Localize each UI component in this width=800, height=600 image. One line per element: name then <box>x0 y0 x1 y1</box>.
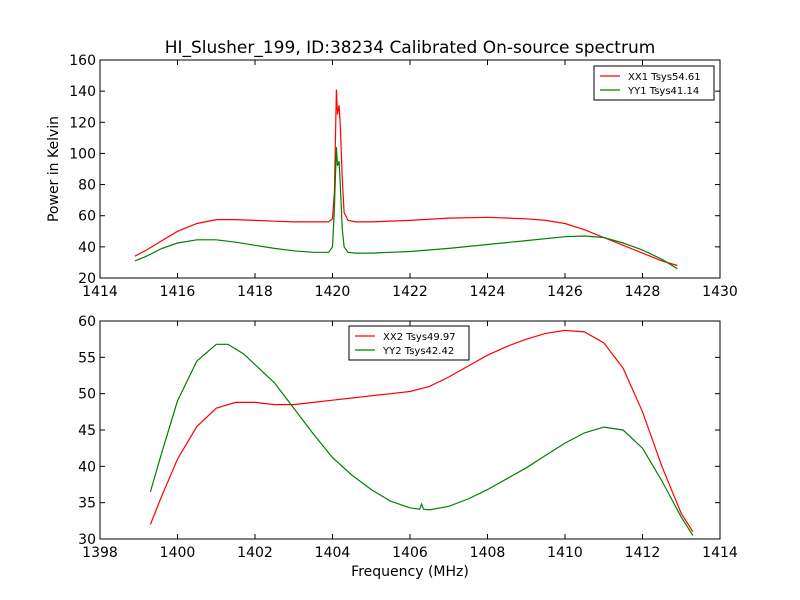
y-tick-label: 50 <box>78 387 96 403</box>
plot-area <box>134 89 678 270</box>
legend-entry: XX2 Tsys49.97 <box>383 332 456 343</box>
y-tick-label: 45 <box>78 423 96 439</box>
x-tick-label: 1402 <box>237 545 273 561</box>
x-tick-label: 1424 <box>470 284 506 300</box>
top-chart: 1414 1416 1418 1420 1422 1424 1426 1428 1430 20 40… <box>46 53 738 300</box>
series-line-xx2 <box>149 329 694 533</box>
x-tick-label: 1398 <box>82 545 118 561</box>
legend-box <box>593 65 715 101</box>
y-tick-label: 55 <box>78 350 96 366</box>
y-tick-label: 30 <box>78 532 96 548</box>
x-tick-label: 1408 <box>470 545 506 561</box>
y-tick-label: 40 <box>78 459 96 475</box>
figure-title: HI_Slusher_199, ID:38234 Calibrated On-s… <box>165 38 656 58</box>
y-tick-label: 80 <box>78 178 96 194</box>
bottom-chart: 1398 1400 1402 1404 1406 1408 1410 1412 1414 30 35… <box>78 314 738 580</box>
x-tick-label: 1406 <box>392 545 428 561</box>
y-tick-label: 100 <box>69 146 96 162</box>
legend: XX2 Tsys49.97 YY2 Tsys42.42 <box>348 325 470 361</box>
y-tick-label: 40 <box>78 240 96 256</box>
legend-entry: XX1 Tsys54.61 <box>628 72 701 83</box>
x-tick-label: 1410 <box>547 545 583 561</box>
x-tick-label: 1414 <box>702 545 738 561</box>
legend: XX1 Tsys54.61 YY1 Tsys41.14 <box>593 65 715 101</box>
y-tick-label: 35 <box>78 496 96 512</box>
x-tick-label: 1400 <box>160 545 196 561</box>
x-tick-label: 1412 <box>625 545 661 561</box>
x-tick-label: 1420 <box>315 284 351 300</box>
x-tick-label: 1404 <box>315 545 351 561</box>
y-tick-label: 60 <box>78 314 96 330</box>
legend-entry: YY1 Tsys41.14 <box>627 86 699 97</box>
series-line-yy1 <box>134 147 678 270</box>
x-tick-label: 1426 <box>547 284 583 300</box>
x-tick-label: 1428 <box>625 284 661 300</box>
x-tick-label: 1418 <box>237 284 273 300</box>
x-tick-label: 1430 <box>702 284 738 300</box>
y-tick-label: 20 <box>78 271 96 287</box>
y-tick-label: 60 <box>78 209 96 225</box>
legend-box <box>348 325 470 361</box>
y-tick-label: 120 <box>69 115 96 131</box>
y-axis-label: Power in Kelvin <box>46 116 62 222</box>
y-tick-label: 160 <box>69 53 96 69</box>
x-tick-label: 1416 <box>160 284 196 300</box>
x-axis-label: Frequency (MHz) <box>351 564 469 580</box>
y-tick-label: 140 <box>69 84 96 100</box>
plot-area <box>149 329 694 536</box>
legend-entry: YY2 Tsys42.42 <box>382 346 454 357</box>
x-tick-label: 1414 <box>82 284 118 300</box>
x-tick-label: 1422 <box>392 284 428 300</box>
series-line-yy2 <box>149 343 694 536</box>
series-line-xx1 <box>134 89 678 267</box>
